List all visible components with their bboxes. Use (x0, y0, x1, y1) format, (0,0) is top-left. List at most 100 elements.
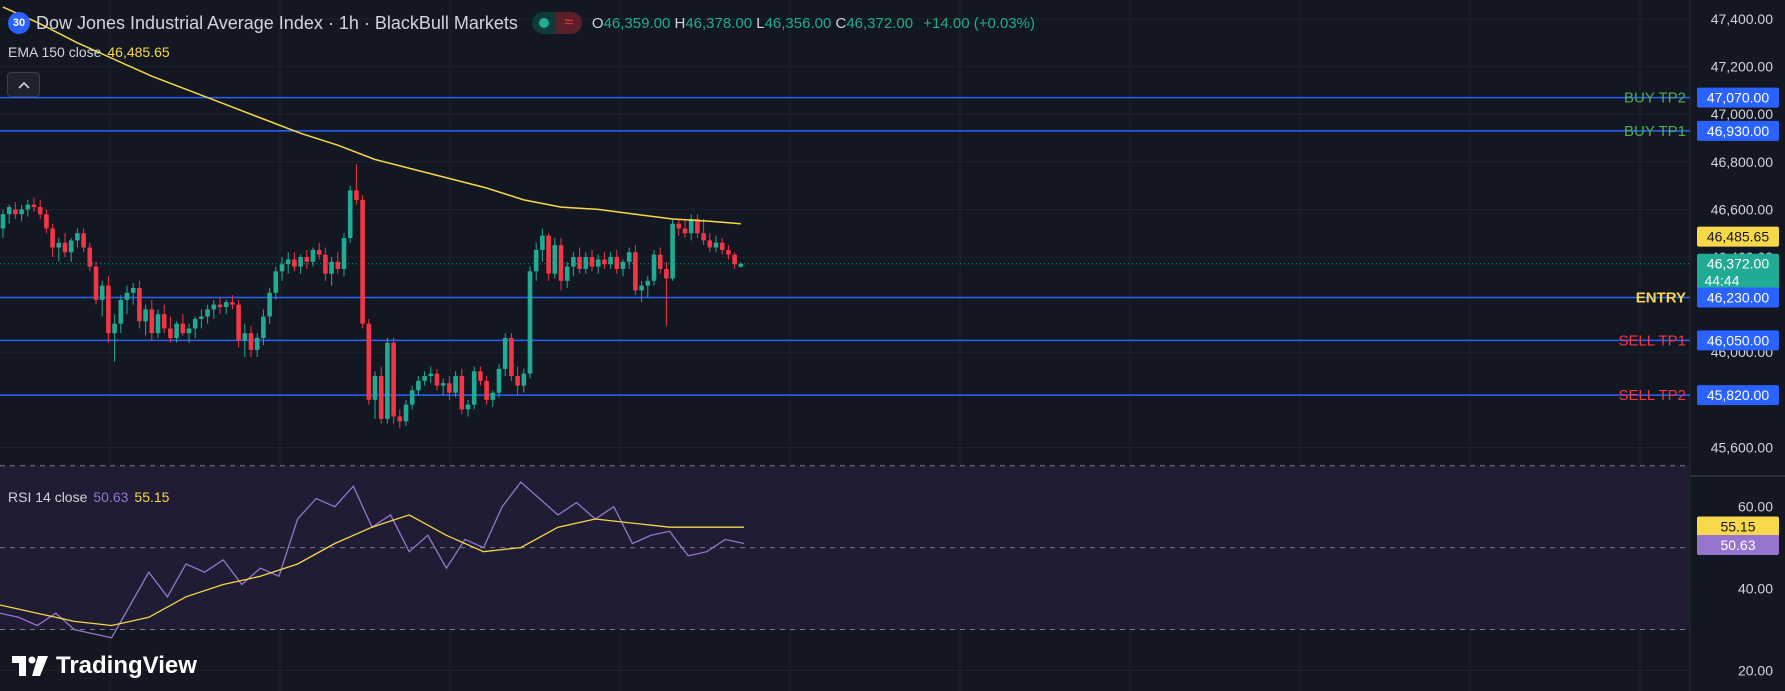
market-status-pill[interactable]: ≈ (531, 12, 582, 34)
candle-body (81, 233, 86, 248)
candle-body (670, 223, 675, 279)
candle-body (99, 285, 105, 300)
rsi-ma-value-tag: 55.15 (1720, 519, 1755, 535)
candle-body (732, 254, 737, 265)
candle-body (267, 292, 272, 317)
bar-countdown: 44:44 (1704, 273, 1739, 289)
candle-body (211, 304, 217, 310)
candle-body (664, 268, 669, 279)
candle-body (118, 299, 124, 324)
candle-body (341, 238, 347, 269)
candle-body (620, 261, 626, 269)
price-axis-tick-label: 47,200.00 (1711, 59, 1773, 75)
candle-body (546, 235, 551, 274)
candle-body (453, 376, 458, 393)
candle-body (533, 249, 539, 272)
candle-body (354, 190, 359, 200)
low-label: L (756, 14, 765, 32)
candle-body (707, 240, 713, 248)
candle-body (360, 199, 365, 324)
candle-body (149, 309, 155, 334)
candle-body (19, 209, 24, 215)
price-axis-tick-label: 47,400.00 (1711, 11, 1773, 27)
candle-body (459, 376, 465, 410)
candle-body (391, 342, 396, 417)
candle-body (310, 249, 316, 262)
ema-150-line (2, 6, 741, 225)
candle-body (608, 257, 613, 265)
last-price-tag: 46,372.00 (1707, 256, 1769, 272)
level-price-tag-bg (1697, 385, 1779, 406)
candle-body (186, 328, 192, 334)
candle-body (633, 252, 638, 291)
candle-body (298, 257, 303, 267)
price-axis-tick-label: 46,800.00 (1711, 154, 1773, 170)
ema-legend[interactable]: EMA 150 close 46,485.65 (8, 44, 170, 60)
level-price-tag-bg (1697, 87, 1779, 108)
candle-body (447, 383, 452, 393)
candle-body (75, 233, 80, 241)
candle-body (372, 376, 378, 400)
rsi-axis-tick-label: 60.00 (1738, 499, 1773, 515)
candle-body (490, 392, 496, 400)
rsi-ma-value-tag-bg (1697, 516, 1779, 537)
candle-body (217, 304, 223, 308)
ohlc-values: O46,359.00 H46,378.00 L46,356.00 C46,372… (592, 15, 1035, 32)
candle-body (285, 259, 291, 265)
candle-body (428, 373, 434, 377)
candle-body (583, 257, 589, 269)
rsi-axis-tick-label: 40.00 (1738, 581, 1773, 597)
candle-body (738, 263, 744, 267)
candle-body (527, 271, 533, 374)
candle-body (62, 242, 68, 253)
level-label: BUY TP1 (1624, 123, 1686, 140)
open-value: 46,359.00 (603, 14, 671, 32)
tradingview-logo[interactable]: TradingView (12, 652, 197, 680)
candle-body (434, 373, 440, 386)
candle-body (304, 257, 310, 262)
rsi-value-tag: 50.63 (1720, 537, 1755, 553)
rsi-ma-legend-value: 55.15 (134, 489, 170, 505)
candle-body (521, 373, 527, 386)
symbol-title[interactable]: Dow Jones Industrial Average Index · 1h … (36, 12, 518, 33)
chevron-up-icon (17, 81, 30, 89)
candle-body (106, 285, 111, 334)
candle-body (335, 261, 341, 269)
collapse-legend-button[interactable] (7, 72, 40, 97)
candle-body (465, 404, 471, 410)
level-label: ENTRY (1636, 290, 1686, 307)
candle-body (93, 266, 99, 300)
rsi-ma-line (0, 514, 744, 627)
candle-body (502, 337, 508, 369)
candle-body (329, 261, 334, 274)
last-price-tag-bg (1697, 253, 1779, 292)
candle-body (223, 302, 229, 308)
candle-body (44, 214, 49, 229)
candle-body (56, 242, 62, 248)
candle-body (614, 257, 620, 269)
close-label: C (835, 14, 847, 32)
candle-body (168, 328, 173, 338)
entry-price-tag: 46,230.00 (1707, 290, 1769, 306)
candle-body (397, 416, 403, 422)
rsi-value-tag-bg (1697, 535, 1779, 556)
candle-body (37, 207, 43, 215)
symbol-logo-badge[interactable]: 30 (8, 12, 30, 34)
candle-body (137, 287, 142, 322)
candle-body (124, 292, 130, 300)
candle-body (589, 257, 595, 267)
market-open-dot-icon (531, 12, 556, 34)
candle-body (577, 257, 582, 269)
candle-body (143, 309, 148, 322)
symbol-header: 30 Dow Jones Industrial Average Index · … (8, 10, 1035, 36)
candle-body (254, 337, 260, 350)
rsi-legend[interactable]: RSI 14 close 50.63 55.15 (8, 489, 169, 505)
candle-body (87, 247, 93, 267)
rsi-legend-value: 50.63 (93, 489, 129, 505)
price-axis-tick-label: 46,600.00 (1711, 201, 1773, 217)
level-price-tag: 47,070.00 (1707, 90, 1769, 106)
candle-body (695, 218, 700, 234)
high-label: H (674, 14, 686, 32)
ema-price-tag-bg (1697, 226, 1779, 247)
